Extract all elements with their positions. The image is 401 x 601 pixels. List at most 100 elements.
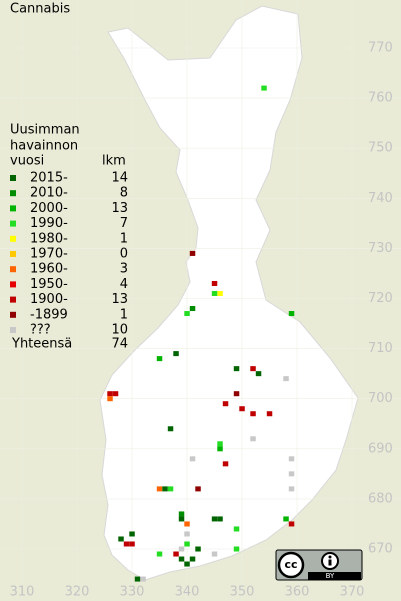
observation-square [288,471,295,477]
cc-icon [277,551,305,579]
observation-square [173,351,179,357]
observation-square [162,486,168,492]
observation-square [140,576,146,582]
observation-square [211,516,218,522]
observation-square [250,436,256,442]
observation-square [233,526,240,532]
legend-swatch [10,251,16,257]
legend-count: 8 [120,186,128,201]
legend-count-header: lkm [102,154,126,169]
observation-square [288,521,295,527]
observation-square [129,531,135,537]
observation-square [118,536,124,542]
observation-square [233,366,240,372]
x-tick-label: 330 [120,585,145,600]
observation-square [250,411,256,417]
finland-outline [99,5,359,581]
legend-swatch [10,175,16,181]
legend-header: vuosi [10,154,44,169]
observation-square [222,461,229,467]
observation-square [250,366,256,372]
y-tick-label: 700 [368,391,393,406]
observation-square [261,85,267,91]
legend-count: 4 [120,277,128,292]
by-text: BY [326,572,335,580]
observation-square [134,576,141,582]
x-tick-label: 320 [65,585,90,600]
observation-square [184,561,190,567]
legend-total: 74 [111,337,128,352]
legend-label: 1970- [30,247,68,262]
legend-count: 3 [120,262,128,277]
observation-square [217,516,223,522]
legend-label: ??? [30,323,51,338]
observation-square [233,546,240,552]
legend-label: 2015- [30,171,68,186]
legend-label: 1900- [30,292,68,307]
observation-square [189,306,196,312]
observation-square [239,406,245,412]
observation-square [217,441,223,447]
legend-label: 2000- [30,201,68,216]
y-tick-label: 710 [368,341,393,356]
legend-count: 10 [111,323,128,338]
observation-square [184,521,190,527]
legend-count: 13 [111,292,128,307]
observation-square [211,551,218,557]
legend-count: 1 [120,231,128,246]
legend-header: havainnon [10,139,78,154]
legend-swatch [10,205,16,212]
legend-label: 1990- [30,216,68,231]
observation-square [288,486,295,492]
y-tick-label: 690 [368,441,393,456]
legend-count: 0 [120,247,128,262]
cc-text: cc [284,558,297,571]
x-tick-label: 350 [230,585,255,600]
map-title: Cannabis [10,2,70,17]
observation-square [107,391,113,397]
legend-count: 14 [111,171,128,186]
y-tick-label: 750 [368,141,393,156]
observation-square [255,371,262,377]
observation-square [283,376,289,382]
observation-square [189,556,196,562]
x-tick-label: 340 [175,585,200,600]
legend-swatch [10,235,16,242]
observation-square [178,546,185,552]
legend-total-label: Yhteensä [11,337,72,352]
license-badge: cc BY [275,549,363,581]
observation-square [184,311,190,317]
legend-swatch [10,220,16,227]
observation-square [178,556,185,562]
observation-square [211,290,218,296]
legend-header: Uusimman [10,123,80,138]
observation-square [189,456,196,462]
legend-swatch [10,327,16,333]
observation-square [217,290,223,296]
y-tick-label: 770 [368,41,393,56]
observation-square [233,391,240,397]
observation-square [195,486,201,492]
y-tick-label: 720 [368,291,393,306]
observation-square [167,486,174,492]
observation-square [184,541,190,547]
observation-square [156,486,163,492]
legend-label: 1950- [30,277,68,292]
by-icon-body [328,559,332,566]
observation-square [184,531,190,537]
observation-square [112,391,119,397]
y-tick-label: 740 [368,191,393,206]
legend-label: 1960- [30,262,68,277]
legend-label: 1980- [30,231,68,246]
observation-square [288,311,295,317]
legend-count: 1 [120,307,128,322]
legend-label: -1899 [30,307,68,322]
observation-square [178,516,185,522]
observation-square [283,516,289,522]
legend-count: 7 [120,216,128,231]
observation-square [178,511,185,517]
observation-square [107,396,113,402]
x-tick-label: 360 [285,585,310,600]
